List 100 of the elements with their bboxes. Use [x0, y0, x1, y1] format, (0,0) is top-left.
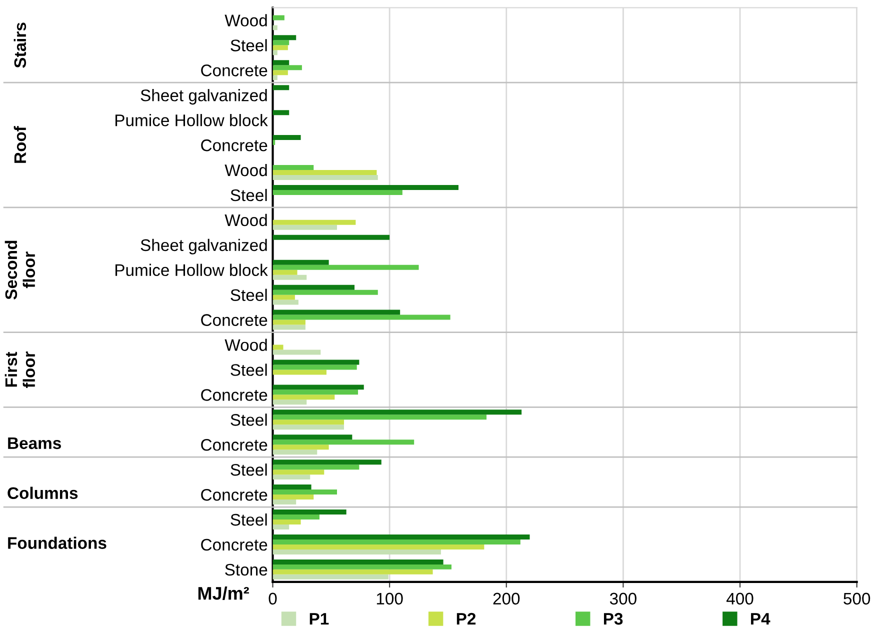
bar: [272, 510, 346, 515]
bar: [272, 40, 290, 46]
bar: [272, 220, 356, 225]
bar: [272, 170, 377, 175]
x-tick-label: 200: [493, 592, 520, 605]
bar: [272, 25, 278, 30]
bar: [272, 320, 306, 325]
bar: [272, 414, 487, 420]
y-tick-label: Sheet galvanized: [140, 238, 267, 254]
text: Roof: [14, 126, 26, 163]
bar: [272, 490, 337, 495]
bar: [272, 274, 307, 280]
bar: [272, 260, 329, 265]
y-tick-label: Concrete: [201, 314, 268, 326]
bar: [272, 549, 441, 554]
y-tick-label: Concrete: [201, 439, 268, 451]
bar: [272, 135, 301, 140]
bar: [272, 164, 314, 170]
y-tick-label: Concrete: [201, 139, 268, 152]
bar: [272, 224, 337, 230]
bar: [272, 539, 520, 544]
bar: [272, 450, 318, 455]
y-tick-label: Steel: [230, 464, 267, 476]
legend-label: P4: [751, 613, 770, 625]
bar: [272, 264, 419, 270]
bar: [272, 384, 364, 390]
bar: [272, 444, 329, 450]
bar: [272, 65, 302, 70]
legend-label: P1: [310, 613, 329, 625]
bar: [272, 520, 301, 524]
bar: [272, 569, 433, 574]
bar: [272, 514, 320, 520]
bar: [272, 500, 296, 505]
y-tick-label: Concrete: [201, 389, 268, 401]
bar: [272, 370, 326, 375]
bar: [272, 85, 290, 90]
bar: [272, 564, 452, 570]
bar: [272, 174, 378, 180]
y-tick-label: Sheet galvanized: [140, 89, 267, 105]
bar: [272, 350, 321, 355]
bar: [272, 559, 444, 564]
x-tick-label: 100: [376, 592, 403, 605]
bar: [272, 464, 360, 470]
bar: [272, 440, 414, 445]
bar: [272, 360, 360, 365]
bar: [272, 484, 312, 490]
text: Second floor: [4, 240, 36, 300]
text: Beams: [8, 437, 61, 450]
bar: [272, 184, 458, 190]
bar: [272, 470, 324, 475]
bar: [272, 420, 344, 425]
bar: [272, 474, 310, 480]
bar: [272, 50, 278, 56]
x-tick-label: 400: [726, 592, 754, 605]
bar: [272, 460, 382, 465]
bar: [272, 70, 288, 76]
y-tick-label: Wood: [224, 214, 267, 226]
bar: [272, 15, 284, 20]
legend-label: P2: [456, 612, 476, 625]
y-tick-label: Steel: [230, 39, 267, 52]
bar: [272, 494, 314, 500]
bar: [272, 300, 298, 305]
y-tick-label: Concrete: [201, 488, 268, 501]
y-tick-label: Stone: [225, 564, 268, 576]
bar: [272, 524, 290, 530]
x-tick-label: 0: [268, 592, 277, 605]
y-tick-label: Concrete: [201, 538, 268, 551]
bar: [272, 390, 358, 395]
y-tick-label: Concrete: [201, 64, 268, 76]
bar: [272, 544, 484, 550]
bar: [272, 234, 390, 240]
y-tick-label: Steel: [230, 188, 267, 202]
y-tick-label: Steel: [230, 414, 267, 426]
x-tick-label: 500: [844, 592, 870, 605]
text: Foundations: [8, 536, 106, 549]
bar: [272, 394, 335, 400]
bar: [272, 45, 288, 50]
text: Columns: [8, 486, 78, 500]
bar: [272, 35, 296, 40]
bar: [272, 424, 344, 430]
bar: [272, 284, 355, 290]
y-tick-label: Pumice Hollow block: [116, 264, 268, 276]
bar: [272, 190, 402, 195]
y-tick-label: Wood: [224, 164, 267, 176]
text: First floor: [4, 351, 36, 388]
bar: [272, 434, 352, 440]
bar: [272, 364, 357, 370]
text: Stairs: [14, 22, 26, 68]
y-tick-label: Wood: [224, 338, 267, 351]
x-axis-title: MJ/m²: [198, 586, 250, 600]
bar: [272, 344, 284, 350]
bar: [272, 270, 298, 275]
bar: [272, 310, 400, 315]
bar: [272, 410, 522, 415]
y-tick-label: Wood: [224, 14, 267, 26]
bar: [272, 574, 388, 580]
bar: [272, 60, 290, 66]
x-tick-label: 300: [610, 592, 636, 605]
bar: [272, 400, 307, 405]
bar: [272, 294, 295, 300]
